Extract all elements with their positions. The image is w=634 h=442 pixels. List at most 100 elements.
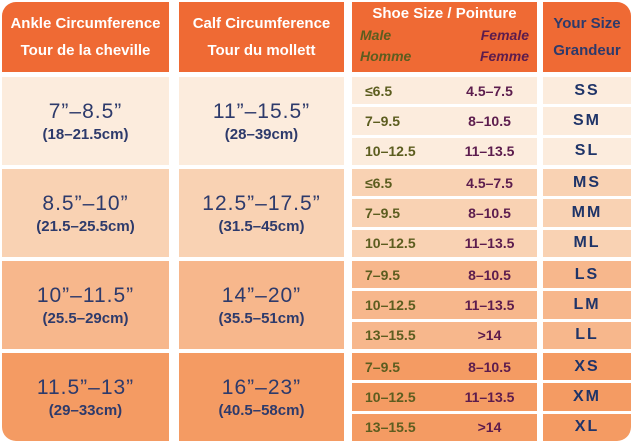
size-code-cell: MM [543, 199, 631, 227]
shoe-row: ≤6.5 4.5–7.5 [352, 77, 537, 105]
size-group-medium: 8.5”–10” (21.5–25.5cm) 12.5”–17.5” (31.5… [2, 169, 631, 257]
calf-range-cell: 12.5”–17.5” (31.5–45cm) [179, 169, 344, 257]
size-code-column: MS MM ML [543, 169, 631, 257]
male-shoe-range: 10–12.5 [365, 296, 416, 313]
male-shoe-range: ≤6.5 [365, 174, 393, 191]
size-code-cell: MS [543, 169, 631, 197]
calf-range-cell: 16”–23” (40.5–58cm) [179, 353, 344, 441]
male-shoe-range: 7–9.5 [365, 266, 401, 283]
ankle-range-inches: 7”–8.5” [48, 99, 123, 123]
shoe-size-column: 7–9.5 8–10.5 10–12.5 11–13.5 13–15.5 >14 [352, 353, 537, 441]
ankle-range-cell: 7”–8.5” (18–21.5cm) [2, 77, 169, 165]
size-code-cell: XL [543, 413, 631, 441]
female-label-fr: Femme [479, 48, 529, 64]
male-shoe-range: 10–12.5 [365, 143, 416, 160]
female-shoe-range: 11–13.5 [464, 235, 515, 252]
shoe-gender-row-en: Male Female [360, 25, 529, 46]
size-code-column: XS XM XL [543, 353, 631, 441]
your-size-header: Your Size Grandeur [543, 2, 631, 72]
calf-range-inches: 14”–20” [221, 283, 302, 307]
ankle-range-cell: 10”–11.5” (25.5–29cm) [2, 261, 169, 349]
female-shoe-range: 11–13.5 [464, 296, 515, 313]
your-size-header-en: Your Size [553, 15, 621, 32]
female-shoe-range: 8–10.5 [468, 266, 511, 283]
shoe-row: 7–9.5 8–10.5 [352, 353, 537, 381]
female-shoe-range: 11–13.5 [464, 388, 515, 405]
ankle-range-cm: (18–21.5cm) [42, 125, 129, 143]
male-label-en: Male [360, 27, 392, 43]
female-shoe-range: 8–10.5 [468, 112, 511, 129]
size-code-cell: LS [543, 261, 631, 289]
male-shoe-range: 7–9.5 [365, 358, 401, 375]
female-shoe-range: 8–10.5 [468, 204, 511, 221]
shoe-size-title: Shoe Size / Pointure [372, 5, 517, 22]
calf-header-fr: Tour du mollett [207, 42, 316, 59]
shoe-size-column: ≤6.5 4.5–7.5 7–9.5 8–10.5 10–12.5 11–13.… [352, 77, 537, 165]
ankle-header: Ankle Circumference Tour de la cheville [2, 2, 169, 72]
size-code-cell: SM [543, 107, 631, 135]
calf-range-cm: (40.5–58cm) [218, 401, 305, 419]
size-code-column: LS LM LL [543, 261, 631, 349]
male-shoe-range: 10–12.5 [365, 388, 416, 405]
size-code-cell: ML [543, 229, 631, 257]
calf-header: Calf Circumference Tour du mollett [179, 2, 344, 72]
male-shoe-range: 7–9.5 [365, 112, 401, 129]
size-code-cell: LL [543, 321, 631, 349]
size-code-cell: XS [543, 353, 631, 381]
shoe-row: 10–12.5 11–13.5 [352, 229, 537, 257]
female-shoe-range: 11–13.5 [464, 143, 515, 160]
shoe-row: 10–12.5 11–13.5 [352, 291, 537, 319]
ankle-header-en: Ankle Circumference [10, 15, 161, 32]
calf-range-cell: 14”–20” (35.5–51cm) [179, 261, 344, 349]
female-shoe-range: 4.5–7.5 [466, 174, 513, 191]
size-group-small: 7”–8.5” (18–21.5cm) 11”–15.5” (28–39cm) … [2, 77, 631, 165]
female-shoe-range: 8–10.5 [468, 358, 511, 375]
ankle-range-inches: 8.5”–10” [42, 191, 129, 215]
shoe-row: 7–9.5 8–10.5 [352, 107, 537, 135]
shoe-row: 10–12.5 11–13.5 [352, 383, 537, 411]
size-code-column: SS SM SL [543, 77, 631, 165]
size-group-xlarge: 11.5”–13” (29–33cm) 16”–23” (40.5–58cm) … [2, 353, 631, 441]
shoe-gender-row-fr: Homme Femme [360, 46, 529, 67]
female-shoe-range: >14 [477, 327, 502, 344]
calf-range-cell: 11”–15.5” (28–39cm) [179, 77, 344, 165]
shoe-row: 13–15.5 >14 [352, 321, 537, 349]
female-shoe-range: 4.5–7.5 [466, 82, 513, 99]
calf-header-en: Calf Circumference [192, 15, 331, 32]
male-shoe-range: 10–12.5 [365, 235, 416, 252]
male-shoe-range: 13–15.5 [365, 327, 416, 344]
male-shoe-range: ≤6.5 [365, 82, 393, 99]
shoe-row: ≤6.5 4.5–7.5 [352, 169, 537, 197]
male-label-fr: Homme [360, 48, 412, 64]
ankle-range-cell: 11.5”–13” (29–33cm) [2, 353, 169, 441]
your-size-header-fr: Grandeur [553, 42, 621, 59]
female-shoe-range: >14 [477, 419, 502, 436]
calf-range-cm: (35.5–51cm) [218, 309, 305, 327]
shoe-size-column: ≤6.5 4.5–7.5 7–9.5 8–10.5 10–12.5 11–13.… [352, 169, 537, 257]
ankle-header-fr: Tour de la cheville [20, 42, 151, 59]
shoe-size-column: 7–9.5 8–10.5 10–12.5 11–13.5 13–15.5 >14 [352, 261, 537, 349]
size-code-cell: SS [543, 77, 631, 105]
ankle-range-cm: (25.5–29cm) [42, 309, 129, 327]
shoe-size-header: Shoe Size / Pointure Male Female Homme F… [352, 2, 537, 72]
ankle-range-cm: (21.5–25.5cm) [36, 217, 135, 235]
shoe-row: 7–9.5 8–10.5 [352, 261, 537, 289]
male-shoe-range: 7–9.5 [365, 204, 401, 221]
female-label-en: Female [480, 27, 529, 43]
calf-range-inches: 12.5”–17.5” [202, 191, 321, 215]
calf-range-inches: 16”–23” [221, 375, 302, 399]
size-code-cell: LM [543, 291, 631, 319]
shoe-row: 10–12.5 11–13.5 [352, 137, 537, 165]
calf-range-cm: (31.5–45cm) [218, 217, 305, 235]
ankle-range-inches: 10”–11.5” [36, 283, 135, 307]
ankle-range-inches: 11.5”–13” [36, 375, 135, 399]
ankle-range-cell: 8.5”–10” (21.5–25.5cm) [2, 169, 169, 257]
shoe-row: 13–15.5 >14 [352, 413, 537, 441]
ankle-range-cm: (29–33cm) [48, 401, 123, 419]
calf-range-inches: 11”–15.5” [212, 99, 311, 123]
size-group-large: 10”–11.5” (25.5–29cm) 14”–20” (35.5–51cm… [2, 261, 631, 349]
calf-range-cm: (28–39cm) [224, 125, 299, 143]
size-code-cell: SL [543, 137, 631, 165]
size-code-cell: XM [543, 383, 631, 411]
